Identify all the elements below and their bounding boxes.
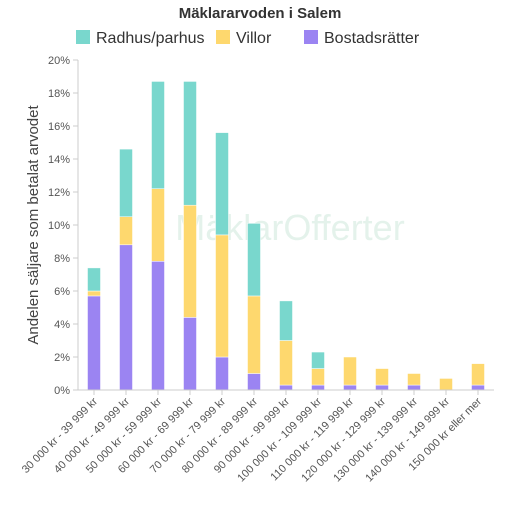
y-axis: 0% 2% 4% 6% 8% 10% 12% 14% 16% 18% 20% [48,55,79,397]
bar-segment[interactable] [311,384,325,391]
watermark-text: MäklarOfferter [175,207,404,248]
bar-segment[interactable] [279,384,293,391]
legend-swatch [76,30,90,44]
bar-segment[interactable] [311,351,325,369]
legend-label: Villor [236,30,272,47]
y-tick-label: 0% [54,385,70,397]
bar-segment[interactable] [343,356,357,386]
legend-label: Radhus/parhus [96,30,205,47]
bar-segment[interactable] [215,234,229,358]
bar-segment[interactable] [279,300,293,341]
y-tick-label: 14% [48,154,70,166]
legend-item[interactable]: Villor [216,30,272,47]
y-tick-label: 12% [48,187,70,199]
bar-segment[interactable] [87,267,101,292]
y-tick-label: 8% [54,253,70,265]
bar-segment[interactable] [247,373,261,391]
legend-item[interactable]: Radhus/parhus [76,30,205,47]
y-tick-label: 16% [48,121,70,133]
y-tick-label: 20% [48,55,70,67]
bar-segment[interactable] [151,261,165,391]
y-tick-label: 18% [48,88,70,100]
bar-segment[interactable] [471,384,485,391]
y-tick-label: 4% [54,319,70,331]
bar-segment[interactable] [247,223,261,297]
bar-segment[interactable] [119,244,133,391]
bar-segment[interactable] [311,368,325,386]
bar-segment[interactable] [407,384,421,391]
bar-segment[interactable] [375,384,389,391]
bar-segment[interactable] [151,188,165,262]
legend: Radhus/parhus Villor Bostadsrätter [76,30,420,47]
bar-segment[interactable] [247,295,261,374]
bar-segment[interactable] [119,216,133,246]
bar-segment[interactable] [471,363,485,386]
y-axis-label: Andelen säljare som betalat arvodet [25,105,42,345]
bar-segment[interactable] [119,148,133,218]
bar-segment[interactable] [87,295,101,391]
bar-segment[interactable] [183,317,197,391]
chart-title: Mäklararvoden i Salem [179,5,342,22]
bar-segment[interactable] [87,290,101,297]
bars-group [87,81,485,391]
legend-label: Bostadsrätter [324,30,420,47]
y-tick-label: 6% [54,286,70,298]
bar-segment[interactable] [151,81,165,189]
bar-segment[interactable] [215,132,229,236]
y-tick-label: 2% [54,352,70,364]
legend-swatch [216,30,230,44]
bar-segment[interactable] [375,368,389,386]
legend-item[interactable]: Bostadsrätter [304,30,420,47]
bar-segment[interactable] [183,81,197,206]
y-tick-label: 10% [48,220,70,232]
bar-segment[interactable] [215,356,229,391]
bar-segment[interactable] [279,340,293,386]
bar-segment[interactable] [183,204,197,318]
bar-segment[interactable] [343,384,357,391]
bar-segment[interactable] [407,373,421,386]
legend-swatch [304,30,318,44]
bar-segment[interactable] [439,378,453,391]
